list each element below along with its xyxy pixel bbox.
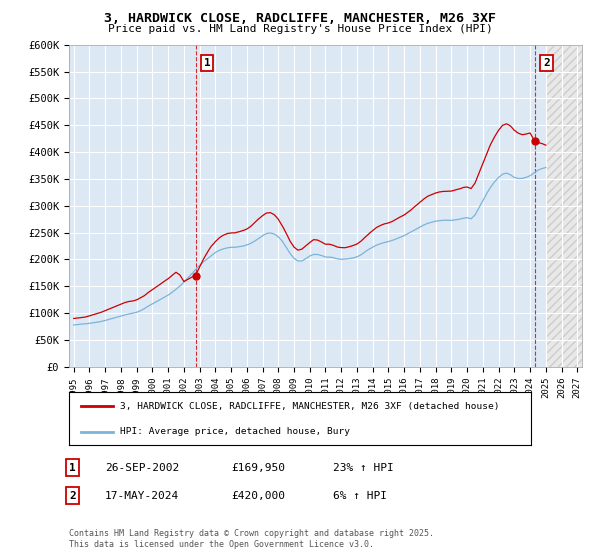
Text: 3, HARDWICK CLOSE, RADCLIFFE, MANCHESTER, M26 3XF: 3, HARDWICK CLOSE, RADCLIFFE, MANCHESTER… xyxy=(104,12,496,25)
Text: Price paid vs. HM Land Registry's House Price Index (HPI): Price paid vs. HM Land Registry's House … xyxy=(107,24,493,34)
Text: 1: 1 xyxy=(203,58,210,68)
Text: 26-SEP-2002: 26-SEP-2002 xyxy=(105,463,179,473)
Text: 17-MAY-2024: 17-MAY-2024 xyxy=(105,491,179,501)
Text: 1: 1 xyxy=(69,463,76,473)
Text: £169,950: £169,950 xyxy=(231,463,285,473)
Text: 2: 2 xyxy=(543,58,550,68)
Text: HPI: Average price, detached house, Bury: HPI: Average price, detached house, Bury xyxy=(120,427,350,436)
Bar xyxy=(546,45,585,367)
Text: 3, HARDWICK CLOSE, RADCLIFFE, MANCHESTER, M26 3XF (detached house): 3, HARDWICK CLOSE, RADCLIFFE, MANCHESTER… xyxy=(120,402,499,411)
Text: 6% ↑ HPI: 6% ↑ HPI xyxy=(333,491,387,501)
Text: 23% ↑ HPI: 23% ↑ HPI xyxy=(333,463,394,473)
Text: Contains HM Land Registry data © Crown copyright and database right 2025.
This d: Contains HM Land Registry data © Crown c… xyxy=(69,529,434,549)
Text: £420,000: £420,000 xyxy=(231,491,285,501)
Text: 2: 2 xyxy=(69,491,76,501)
